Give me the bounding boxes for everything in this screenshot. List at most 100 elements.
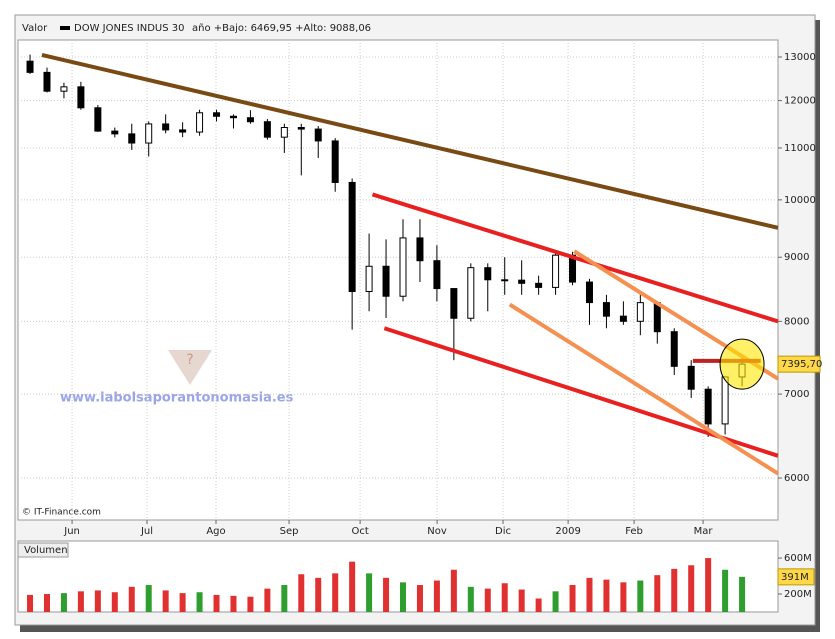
volume-bar: [569, 585, 576, 612]
trendline: [371, 192, 779, 324]
plot-area: [17, 39, 779, 521]
volume-bar: [484, 588, 491, 612]
candle-body: [365, 265, 373, 293]
logo-mark: ?: [186, 352, 193, 368]
volume-bar: [27, 594, 34, 612]
candle-body: [670, 331, 678, 367]
volume-bar: [179, 593, 186, 612]
candle-body: [229, 115, 237, 119]
volume-bar: [739, 576, 746, 612]
volume-area: [17, 540, 779, 613]
header-label: Valor: [22, 23, 48, 34]
candle-body: [433, 260, 441, 290]
candle-body: [111, 130, 119, 135]
candle-body: [636, 302, 644, 322]
candle-body: [348, 181, 356, 293]
volume-bar: [400, 582, 407, 612]
volume-bar: [213, 594, 220, 612]
candle-body: [26, 60, 34, 73]
x-tick-label: Oct: [351, 526, 368, 537]
candle-body: [484, 267, 492, 281]
volume-bar: [383, 577, 390, 612]
candle-body: [518, 279, 526, 284]
candle-body: [687, 365, 695, 390]
candle-body: [196, 112, 204, 133]
volume-bar: [654, 575, 661, 612]
legend-swatch: [60, 26, 70, 30]
candle-body: [704, 388, 712, 425]
candle-body: [619, 315, 627, 322]
volume-title-box: [17, 542, 69, 558]
volume-bar: [128, 586, 135, 612]
candle-body: [128, 133, 136, 144]
volume-bar: [467, 586, 474, 612]
candle-body: [314, 128, 322, 142]
y-tick-label: 13000: [784, 52, 816, 63]
volume-bar: [281, 585, 288, 612]
x-tick-label: Mar: [694, 526, 714, 537]
volume-bar: [366, 573, 373, 612]
volume-bar: [637, 580, 644, 612]
volume-bar: [196, 592, 203, 612]
candle-body: [585, 281, 593, 304]
x-tick-label: 2009: [555, 526, 580, 537]
volume-title: Volumen: [24, 545, 68, 556]
volume-bar: [43, 594, 50, 612]
trendline: [41, 52, 779, 230]
volume-bar: [247, 596, 254, 612]
candle-body: [721, 376, 729, 425]
y-tick-label: 11000: [784, 143, 816, 154]
volume-bar: [518, 589, 525, 612]
y-tick-label: 10000: [784, 195, 816, 206]
candle-body: [653, 302, 661, 333]
volume-bar: [671, 568, 678, 612]
watermark: www.labolsaporantonomasia.es: [60, 391, 294, 406]
volume-bar: [603, 579, 610, 612]
volume-bar: [501, 583, 508, 612]
x-tick-label: Jul: [140, 526, 153, 537]
volume-bar: [60, 593, 67, 612]
volume-bar: [264, 588, 271, 612]
candle-body: [94, 107, 102, 132]
candle-body: [552, 254, 560, 288]
volume-bar: [416, 585, 423, 612]
volume-bar: [349, 561, 356, 612]
x-tick-label: Nov: [427, 526, 447, 537]
volume-bar: [450, 569, 457, 612]
candle-body: [501, 279, 509, 282]
y-tick-label: 7000: [784, 389, 809, 400]
volume-bar: [332, 573, 339, 612]
candle-body: [145, 123, 153, 144]
y-tick-label: 8000: [784, 316, 809, 327]
trendline: [508, 302, 780, 476]
candle-body: [331, 140, 339, 183]
volume-bar: [111, 592, 118, 612]
candle-body: [280, 127, 288, 138]
volume-tick-label: 600M: [784, 553, 812, 564]
volume-bar: [620, 582, 627, 612]
volume-marker: [777, 568, 815, 586]
volume-bar: [586, 577, 593, 612]
candle-body: [416, 237, 424, 262]
candle-body: [297, 127, 305, 130]
y-tick-label: 12000: [784, 96, 816, 107]
candle-body: [77, 86, 85, 109]
price-marker: [777, 355, 821, 373]
volume-marker-label: 391M: [781, 572, 809, 583]
volume-bar: [433, 580, 440, 612]
price-label: 7395,70: [781, 359, 822, 370]
candle-body: [399, 237, 407, 297]
highlight-circle: [719, 338, 765, 390]
candle-body: [263, 121, 271, 138]
header-name: DOW JONES INDUS 30: [74, 23, 184, 34]
volume-bar: [705, 558, 712, 612]
volume-bar: [552, 591, 559, 612]
volume-bar: [722, 569, 729, 612]
source: © IT-Finance.com: [22, 508, 101, 518]
volume-bar: [162, 590, 169, 612]
candle-body: [246, 117, 254, 123]
x-tick-label: Feb: [625, 526, 643, 537]
volume-tick-label: 200M: [784, 589, 812, 600]
candle-body: [179, 129, 187, 133]
